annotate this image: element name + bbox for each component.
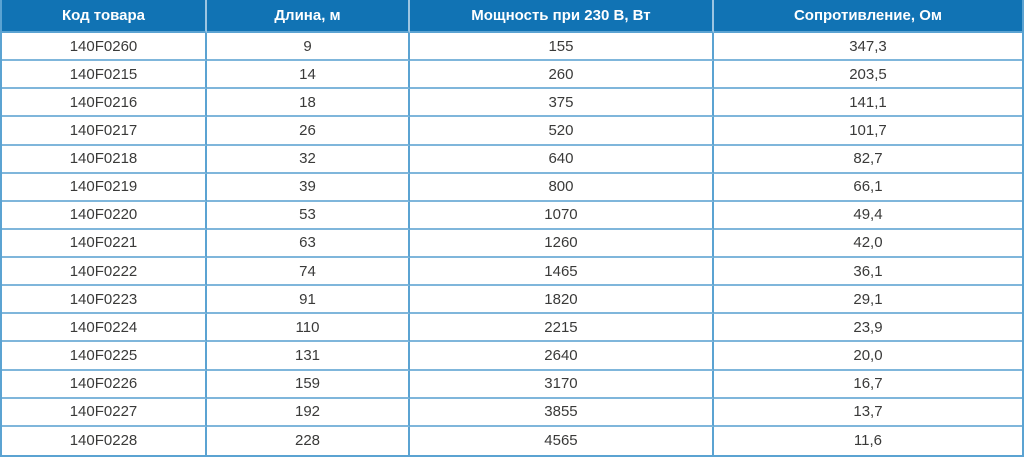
cell-product-code: 140F0219 bbox=[2, 173, 208, 202]
cell-resistance: 20,0 bbox=[713, 342, 1022, 371]
table-row: 140F0222 74 1465 36,1 bbox=[2, 258, 1022, 287]
cell-power: 3170 bbox=[409, 370, 714, 399]
cell-resistance: 16,7 bbox=[713, 370, 1022, 399]
cell-power: 800 bbox=[409, 173, 714, 202]
cell-power: 520 bbox=[409, 117, 714, 146]
cell-resistance: 66,1 bbox=[713, 173, 1022, 202]
table-row: 140F0221 63 1260 42,0 bbox=[2, 229, 1022, 258]
cell-product-code: 140F0225 bbox=[2, 342, 208, 371]
cell-power: 155 bbox=[409, 33, 714, 62]
cell-power: 260 bbox=[409, 61, 714, 90]
table-row: 140F0227 192 3855 13,7 bbox=[2, 398, 1022, 427]
cell-product-code: 140F0222 bbox=[2, 258, 208, 287]
cell-resistance: 29,1 bbox=[713, 286, 1022, 315]
cell-power: 2640 bbox=[409, 342, 714, 371]
cell-product-code: 140F0260 bbox=[2, 33, 208, 62]
column-header-power: Мощность при 230 В, Вт bbox=[409, 0, 714, 33]
cell-product-code: 140F0218 bbox=[2, 145, 208, 174]
cell-power: 640 bbox=[409, 145, 714, 174]
cell-product-code: 140F0221 bbox=[2, 229, 208, 258]
cell-product-code: 140F0216 bbox=[2, 89, 208, 118]
cell-length: 110 bbox=[207, 314, 410, 343]
cell-resistance: 23,9 bbox=[713, 314, 1022, 343]
cell-product-code: 140F0224 bbox=[2, 314, 208, 343]
cell-resistance: 141,1 bbox=[713, 89, 1022, 118]
cell-product-code: 140F0228 bbox=[2, 426, 208, 455]
column-header-product-code: Код товара bbox=[2, 0, 208, 33]
cell-power: 1260 bbox=[409, 229, 714, 258]
table-body: 140F0260 9 155 347,3 140F0215 14 260 203,5 140F0… bbox=[2, 33, 1022, 455]
cell-length: 14 bbox=[207, 61, 410, 90]
cell-resistance: 11,6 bbox=[713, 426, 1022, 455]
cell-resistance: 49,4 bbox=[713, 201, 1022, 230]
table-row: 140F0228 228 4565 11,6 bbox=[2, 426, 1022, 455]
cell-length: 74 bbox=[207, 258, 410, 287]
table-row: 140F0260 9 155 347,3 bbox=[2, 33, 1022, 62]
cell-length: 32 bbox=[207, 145, 410, 174]
cell-power: 375 bbox=[409, 89, 714, 118]
cell-length: 228 bbox=[207, 426, 410, 455]
cell-length: 39 bbox=[207, 173, 410, 202]
cell-power: 4565 bbox=[409, 426, 714, 455]
cell-length: 131 bbox=[207, 342, 410, 371]
cell-length: 26 bbox=[207, 117, 410, 146]
cell-product-code: 140F0226 bbox=[2, 370, 208, 399]
cell-product-code: 140F0223 bbox=[2, 286, 208, 315]
cell-length: 18 bbox=[207, 89, 410, 118]
cell-resistance: 42,0 bbox=[713, 229, 1022, 258]
cell-product-code: 140F0217 bbox=[2, 117, 208, 146]
cell-length: 91 bbox=[207, 286, 410, 315]
table-header-row: Код товара Длина, м Мощность при 230 В, … bbox=[2, 0, 1022, 33]
table-row: 140F0225 131 2640 20,0 bbox=[2, 342, 1022, 371]
table-row: 140F0223 91 1820 29,1 bbox=[2, 286, 1022, 315]
cell-power: 1465 bbox=[409, 258, 714, 287]
cell-resistance: 36,1 bbox=[713, 258, 1022, 287]
cell-length: 53 bbox=[207, 201, 410, 230]
cell-resistance: 203,5 bbox=[713, 61, 1022, 90]
cell-length: 159 bbox=[207, 370, 410, 399]
table-row: 140F0226 159 3170 16,7 bbox=[2, 370, 1022, 399]
cell-product-code: 140F0215 bbox=[2, 61, 208, 90]
column-header-length: Длина, м bbox=[207, 0, 410, 33]
cell-resistance: 101,7 bbox=[713, 117, 1022, 146]
cell-power: 1070 bbox=[409, 201, 714, 230]
table-row: 140F0217 26 520 101,7 bbox=[2, 117, 1022, 146]
table-row: 140F0220 53 1070 49,4 bbox=[2, 201, 1022, 230]
cell-length: 63 bbox=[207, 229, 410, 258]
table-row: 140F0215 14 260 203,5 bbox=[2, 61, 1022, 90]
cell-product-code: 140F0220 bbox=[2, 201, 208, 230]
column-header-resistance: Сопротивление, Ом bbox=[713, 0, 1022, 33]
table-row: 140F0219 39 800 66,1 bbox=[2, 173, 1022, 202]
cell-resistance: 13,7 bbox=[713, 398, 1022, 427]
table-row: 140F0216 18 375 141,1 bbox=[2, 89, 1022, 118]
table-row: 140F0224 110 2215 23,9 bbox=[2, 314, 1022, 343]
cell-resistance: 347,3 bbox=[713, 33, 1022, 62]
cell-power: 3855 bbox=[409, 398, 714, 427]
cell-product-code: 140F0227 bbox=[2, 398, 208, 427]
cell-length: 9 bbox=[207, 33, 410, 62]
cell-power: 1820 bbox=[409, 286, 714, 315]
table-row: 140F0218 32 640 82,7 bbox=[2, 145, 1022, 174]
cell-length: 192 bbox=[207, 398, 410, 427]
cell-power: 2215 bbox=[409, 314, 714, 343]
cell-resistance: 82,7 bbox=[713, 145, 1022, 174]
